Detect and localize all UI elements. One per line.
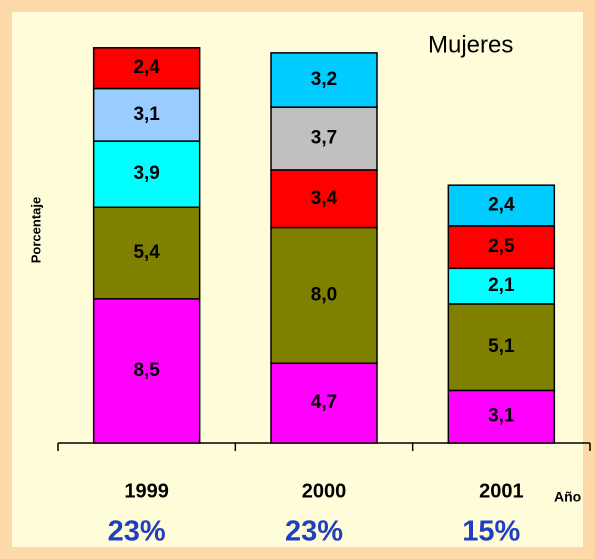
bar-segment — [92, 87, 201, 142]
value-label: 2,4 — [133, 57, 160, 78]
value-label: 3,4 — [311, 188, 338, 209]
bar-segment — [270, 52, 378, 108]
bar-segment — [92, 140, 201, 208]
value-label: 3,9 — [133, 163, 159, 184]
total-label: 23% — [285, 516, 343, 548]
x-tick-label: 2001 — [479, 480, 524, 502]
value-label: 5,1 — [488, 336, 515, 357]
value-label: 3,1 — [133, 104, 160, 125]
bar-segment — [92, 206, 201, 300]
bar-segment — [270, 106, 378, 171]
x-tick-label: 2000 — [302, 480, 347, 502]
value-label: 3,1 — [488, 406, 515, 427]
total-label: 15% — [462, 516, 520, 548]
value-label: 3,2 — [311, 69, 337, 90]
y-axis-label: Porcentaje — [28, 197, 43, 263]
bar-segment — [447, 303, 556, 392]
bar-segment — [447, 389, 556, 444]
value-label: 2,1 — [488, 275, 515, 296]
value-label: 5,4 — [133, 242, 160, 263]
value-label: 8,5 — [133, 360, 160, 381]
value-label: 2,5 — [488, 236, 515, 257]
bar-segment — [447, 267, 556, 305]
x-tick-label: 1999 — [124, 480, 169, 502]
value-label: 4,7 — [311, 392, 337, 413]
value-label: 3,7 — [311, 128, 337, 149]
x-axis-label: Año — [554, 489, 581, 505]
bar-segment — [447, 184, 556, 227]
value-label: 8,0 — [311, 284, 337, 305]
chart-title: Mujeres — [428, 31, 513, 58]
value-label: 2,4 — [488, 195, 515, 216]
bar-segment — [92, 47, 201, 90]
total-label: 23% — [108, 516, 166, 548]
bar-segment — [92, 298, 201, 444]
